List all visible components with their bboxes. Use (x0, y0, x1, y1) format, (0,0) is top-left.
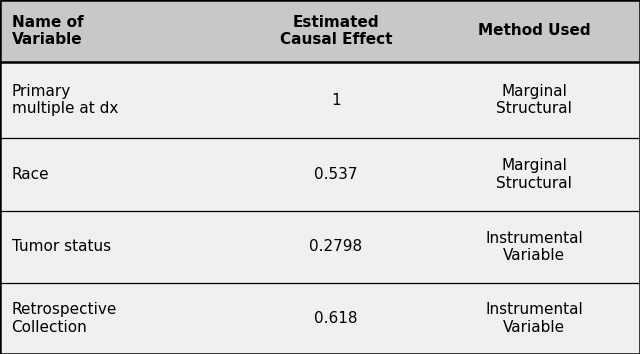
Text: Marginal
Structural: Marginal Structural (497, 158, 572, 190)
Bar (243, 62, 429, 138)
Bar (0, 283, 243, 354)
Bar (0, 62, 243, 138)
Text: 0.2798: 0.2798 (309, 239, 363, 255)
Text: 0.537: 0.537 (314, 167, 358, 182)
Text: 0.618: 0.618 (314, 311, 358, 326)
Text: Race: Race (12, 167, 49, 182)
Bar (429, 0, 640, 62)
Bar (243, 211, 429, 283)
Bar (429, 138, 640, 211)
Bar (0, 211, 243, 283)
Bar (243, 283, 429, 354)
Bar (243, 0, 429, 62)
Text: Name of
Variable: Name of Variable (12, 15, 83, 47)
Text: Instrumental
Variable: Instrumental Variable (486, 231, 583, 263)
Bar (429, 62, 640, 138)
Text: Primary
multiple at dx: Primary multiple at dx (12, 84, 118, 116)
Text: 1: 1 (331, 92, 341, 108)
Text: Estimated
Causal Effect: Estimated Causal Effect (280, 15, 392, 47)
Text: Method Used: Method Used (478, 23, 591, 39)
Text: Marginal
Structural: Marginal Structural (497, 84, 572, 116)
Bar (243, 138, 429, 211)
Bar (0, 138, 243, 211)
Bar (429, 283, 640, 354)
Bar (429, 211, 640, 283)
Text: Retrospective
Collection: Retrospective Collection (12, 302, 117, 335)
Text: Instrumental
Variable: Instrumental Variable (486, 302, 583, 335)
Bar (0, 0, 243, 62)
Text: Tumor status: Tumor status (12, 239, 111, 255)
